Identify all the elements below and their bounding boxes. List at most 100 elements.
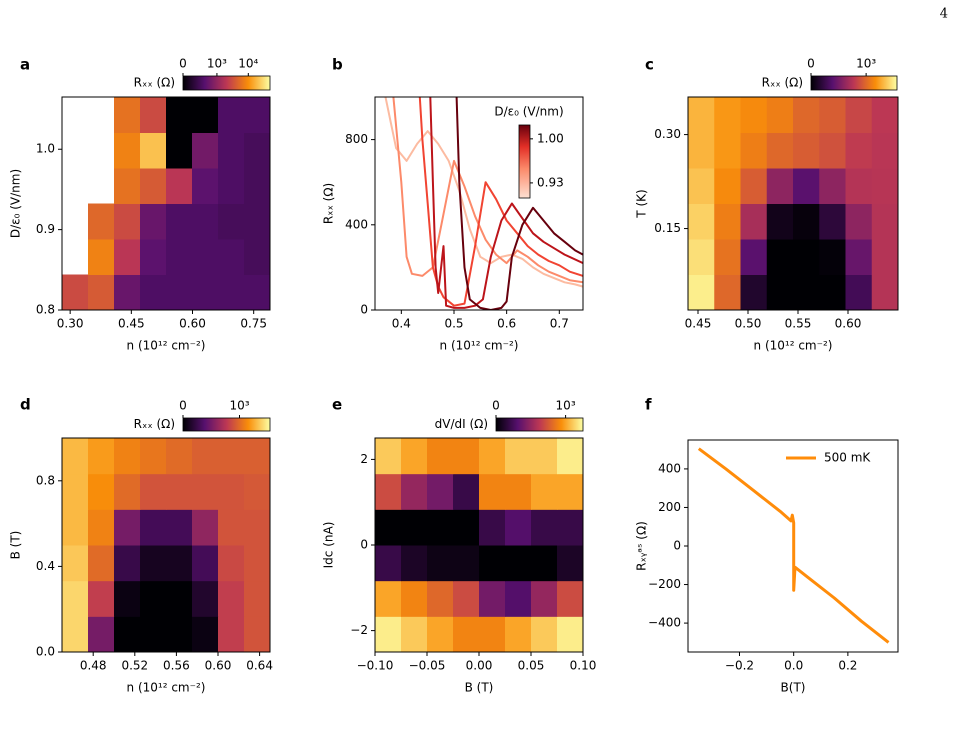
heatmap-cell: [688, 274, 715, 310]
heatmap-cell: [740, 239, 768, 275]
heatmap-cell: [766, 239, 794, 275]
panel-label: d: [20, 396, 31, 414]
heatmap-cell: [114, 438, 141, 475]
heatmap-cell: [140, 580, 167, 617]
y-tick-label: 0.30: [654, 127, 681, 141]
heatmap-cell: [62, 545, 89, 582]
colorbar-tick-label: 10³: [556, 399, 576, 413]
heatmap-cell: [166, 239, 193, 275]
heatmap-cell: [505, 545, 532, 582]
heatmap-cell: [688, 168, 715, 204]
y-tick-label: 400: [658, 461, 681, 475]
x-axis-label: n (10¹² cm⁻²): [440, 339, 519, 353]
colorbar-tick-label: 10⁴: [238, 57, 258, 71]
heatmap-cell: [714, 203, 741, 240]
heatmap-cell: [557, 438, 583, 475]
heatmap-cell: [114, 274, 141, 310]
heatmap-cell: [793, 274, 820, 310]
y-axis-label: D/ε₀ (V/nm): [9, 169, 23, 238]
heatmap-cell: [453, 580, 480, 617]
plot-area: [688, 97, 898, 310]
heatmap-cell: [114, 168, 141, 204]
heatmap-cell: [766, 274, 794, 310]
heatmap-cell: [62, 274, 89, 310]
x-tick-label: 0.4: [392, 317, 411, 331]
heatmap-cell: [479, 438, 506, 475]
y-tick-label: 0.8: [36, 303, 55, 317]
colorbar: [182, 75, 271, 91]
x-tick-label: 0.60: [179, 317, 206, 331]
colorbar-tick-label: 0: [179, 57, 187, 71]
heatmap-cell: [114, 97, 141, 133]
heatmap-cell: [845, 203, 873, 240]
panel-label: a: [20, 56, 30, 74]
heatmap-cell: [244, 132, 270, 169]
heatmap-cell: [166, 274, 193, 310]
heatmap-cell: [192, 509, 219, 546]
x-tick-label: 0.56: [163, 659, 190, 673]
heatmap-cell: [479, 580, 506, 617]
x-tick-label: 0.05: [518, 659, 545, 673]
heatmap-cell: [88, 203, 115, 240]
x-tick-label: 0.0: [784, 659, 803, 673]
heatmap-cell: [793, 239, 820, 275]
heatmap-cell: [218, 580, 245, 617]
heatmap-cell: [531, 616, 558, 652]
colorbar-tick-label: 0.93: [537, 175, 564, 189]
panel-label: f: [645, 396, 652, 414]
heatmap-cell: [88, 616, 115, 652]
heatmap-cell: [140, 473, 167, 510]
heatmap-cell: [218, 168, 245, 204]
heatmap-cell: [244, 203, 270, 240]
y-axis-label: T (K): [635, 189, 649, 218]
x-tick-label: 0.10: [570, 659, 597, 673]
x-tick-label: −0.05: [409, 659, 446, 673]
colorbar-label: D/ε₀ (V/nm): [494, 105, 563, 119]
axes-frame: [374, 96, 584, 311]
heatmap-cell: [192, 580, 219, 617]
y-tick-label: 0.15: [654, 221, 681, 235]
heatmap-cell: [192, 438, 219, 475]
plot-area: [384, 97, 583, 310]
heatmap-cell: [766, 97, 794, 133]
y-axis-label: Rₓᵧᵃˢ (Ω): [635, 521, 649, 571]
axes-frame: [61, 437, 271, 653]
heatmap-cell: [166, 97, 193, 133]
heatmap-cell: [244, 438, 270, 475]
plot-area: [62, 97, 270, 310]
colorbar: [495, 417, 584, 432]
heatmap-cell: [166, 473, 193, 510]
heatmap-cell: [114, 239, 141, 275]
heatmap-cell: [192, 132, 219, 169]
data-line: [392, 97, 583, 284]
heatmap-cell: [218, 97, 245, 133]
heatmap-cell: [714, 132, 741, 169]
heatmap-cell: [140, 239, 167, 275]
heatmap-cell: [453, 545, 480, 582]
heatmap-cell: [218, 239, 245, 275]
heatmap-cell: [140, 168, 167, 204]
heatmap-cell: [140, 274, 167, 310]
heatmap-cell: [453, 473, 480, 510]
heatmap-cell: [166, 580, 193, 617]
x-tick-label: 0.45: [118, 317, 145, 331]
heatmap-cell: [688, 239, 715, 275]
heatmap-cell: [740, 203, 768, 240]
heatmap-cell: [793, 132, 820, 169]
x-tick-label: 0.48: [80, 659, 107, 673]
x-tick-label: −0.2: [725, 659, 754, 673]
heatmap-cell: [845, 168, 873, 204]
heatmap-cell: [218, 132, 245, 169]
x-tick-label: 0.60: [835, 317, 862, 331]
x-tick-label: 0.50: [735, 317, 762, 331]
heatmap-cell: [714, 274, 741, 310]
data-line: [697, 447, 890, 644]
x-axis-label: B (T): [465, 681, 494, 695]
x-tick-label: 0.60: [205, 659, 232, 673]
heatmap-cell: [166, 616, 193, 652]
heatmap-cell: [192, 203, 219, 240]
colorbar-tick-label: 0: [492, 399, 500, 413]
x-axis-label: n (10¹² cm⁻²): [754, 339, 833, 353]
heatmap-cell: [531, 580, 558, 617]
